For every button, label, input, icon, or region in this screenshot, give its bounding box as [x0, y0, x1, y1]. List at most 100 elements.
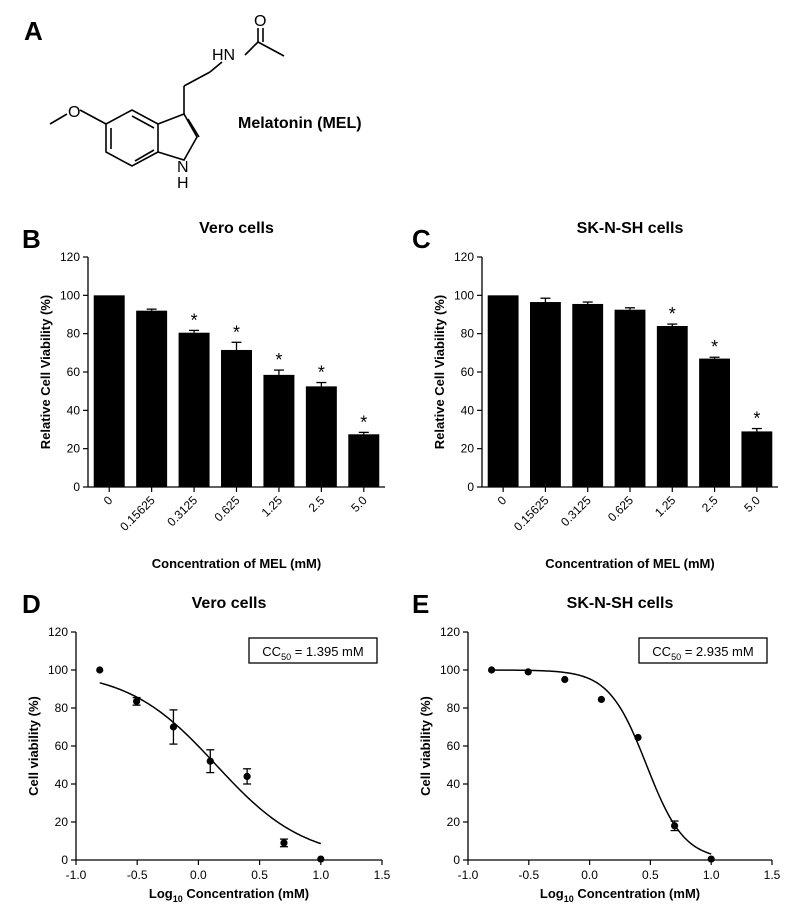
x-axis-label: Concentration of MEL (mM) — [152, 556, 321, 571]
x-axis-label-main: Log — [149, 886, 173, 901]
y-tick-label: 120 — [440, 625, 460, 639]
panel-letter-a: A — [24, 16, 43, 46]
data-point — [317, 855, 325, 863]
x-tick-label: 0.625 — [605, 493, 636, 524]
x-axis-label: Log10 Concentration (mM) — [540, 886, 700, 904]
chart-d: Vero cells 0 20 40 60 80 100 120 -1.0 -0.5 0.0 0.5 1… — [26, 595, 391, 904]
x-tick-label: 0.3125 — [164, 493, 200, 529]
x-tick-label: 0.625 — [211, 493, 242, 524]
y-tick-label: 40 — [67, 403, 81, 417]
y-tick-label: 60 — [67, 365, 81, 379]
data-point — [280, 839, 288, 847]
data-point — [243, 772, 251, 781]
cc50-box — [248, 637, 378, 664]
chart-e: SK-N-SH cells 0 20 40 60 80 100 120 -1.0 -0.5 0.0 0… — [418, 595, 781, 904]
y-tick-label: 100 — [454, 288, 474, 302]
x-tick-label: 1.0 — [703, 868, 720, 882]
x-tick-label: -0.5 — [127, 868, 148, 882]
significance-marker: * — [191, 310, 198, 330]
panel-letter-c: C — [412, 224, 431, 254]
data-point — [487, 666, 496, 674]
y-tick-label: 20 — [55, 815, 69, 829]
x-axis-label-main: Log — [540, 886, 564, 901]
y-tick-label: 20 — [67, 442, 81, 456]
panel-letter-b: B — [22, 224, 41, 254]
bar — [487, 295, 519, 487]
x-tick-label: 0.0 — [581, 868, 598, 882]
bar — [699, 358, 731, 487]
x-tick-label: 0 — [101, 493, 116, 508]
significance-marker: * — [669, 304, 676, 324]
amide-nh-label: HN — [212, 47, 235, 64]
bar — [614, 309, 646, 487]
y-tick-label: 40 — [55, 777, 69, 791]
bar — [93, 295, 125, 487]
y-tick-label: 60 — [461, 365, 475, 379]
x-tick-label: 1.25 — [259, 493, 286, 520]
data-point — [561, 675, 569, 684]
cc50-subscript: 50 — [671, 652, 681, 662]
bar — [305, 386, 337, 487]
bar — [221, 349, 252, 487]
y-tick-label: 60 — [55, 739, 69, 753]
cc50-annotation: CC50 = 2.935 mM — [652, 644, 753, 662]
x-tick-label: 1.5 — [374, 868, 391, 882]
x-axis-label-subscript: 10 — [173, 894, 183, 904]
data-point — [524, 668, 532, 676]
x-tick-label: -1.0 — [458, 868, 479, 882]
y-tick-label: 100 — [60, 288, 80, 302]
significance-marker: * — [318, 363, 325, 383]
x-axis-label-rest: Concentration (mM) — [183, 886, 309, 901]
bar — [348, 434, 380, 487]
y-tick-label: 0 — [73, 480, 80, 494]
x-tick-label: 0.15625 — [117, 493, 158, 534]
y-axis-label: Cell viability (%) — [418, 696, 433, 796]
indole-h-label: H — [177, 175, 189, 192]
bar — [529, 302, 561, 487]
chart-title: Vero cells — [192, 595, 267, 612]
y-axis-label: Relative Cell Viability (%) — [38, 295, 53, 449]
x-tick-label: 0.5 — [642, 868, 659, 882]
y-axis-label: Cell viability (%) — [26, 696, 41, 796]
cc50-subscript: 50 — [281, 652, 291, 662]
y-tick-label: 120 — [48, 625, 68, 639]
y-tick-label: 40 — [461, 403, 475, 417]
cc50-prefix: CC — [262, 644, 281, 659]
indole-n-label: N — [177, 159, 189, 176]
x-tick-label: 0.3125 — [558, 493, 594, 529]
significance-marker: * — [360, 412, 367, 432]
cc50-value: = 1.395 mM — [291, 644, 364, 659]
bar — [572, 303, 604, 487]
y-tick-label: 60 — [447, 739, 461, 753]
x-tick-label: 1.5 — [764, 868, 781, 882]
y-tick-label: 0 — [453, 853, 460, 867]
data-point — [206, 757, 214, 765]
y-axis-label: Relative Cell Viability (%) — [432, 295, 447, 449]
x-tick-label: 0 — [495, 493, 510, 508]
x-tick-label: 2.5 — [306, 493, 328, 515]
y-tick-label: 80 — [67, 327, 81, 341]
data-point — [670, 822, 679, 830]
data-point — [96, 666, 104, 674]
y-tick-label: 120 — [454, 250, 474, 264]
significance-marker: * — [275, 350, 282, 370]
cc50-box — [638, 637, 768, 664]
significance-marker: * — [753, 409, 760, 429]
x-tick-label: 1.25 — [652, 493, 679, 520]
y-tick-label: 0 — [467, 480, 474, 494]
bar — [741, 431, 773, 487]
x-axis-label: Log10 Concentration (mM) — [149, 886, 309, 904]
bar — [178, 332, 210, 487]
data-point — [132, 697, 141, 705]
y-tick-label: 80 — [55, 701, 69, 715]
y-tick-label: 0 — [61, 853, 68, 867]
panel-letter-e: E — [412, 589, 429, 619]
significance-marker: * — [233, 322, 240, 342]
x-axis-label-subscript: 10 — [564, 894, 574, 904]
x-tick-label: 2.5 — [699, 493, 721, 515]
chart-title: SK-N-SH cells — [577, 220, 684, 237]
cc50-annotation: CC50 = 1.395 mM — [262, 644, 363, 662]
methoxy-oxygen-label: O — [68, 104, 80, 121]
x-tick-label: 1.0 — [312, 868, 329, 882]
